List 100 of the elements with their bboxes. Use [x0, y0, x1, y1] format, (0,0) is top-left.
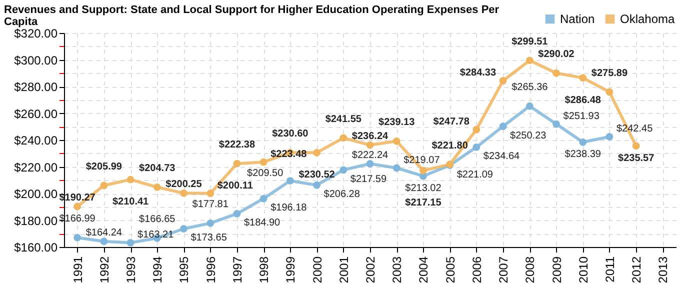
data-label: $205.99: [86, 161, 122, 172]
y-tick-label: $220.00: [14, 160, 58, 174]
legend-label: Oklahoma: [620, 12, 676, 26]
data-label: $223.48: [270, 149, 308, 160]
x-tick-label: 1998: [257, 256, 272, 284]
x-tick-label: 2000: [310, 256, 324, 284]
data-label: $217.59: [350, 174, 387, 185]
data-label: $173.65: [190, 232, 228, 244]
point: [100, 182, 108, 190]
data-label: $284.33: [460, 68, 496, 79]
point: [74, 234, 82, 242]
data-label: $200.25: [166, 179, 202, 190]
x-tick-label: 2007: [496, 256, 511, 284]
point: [472, 126, 480, 134]
x-tick-label: 1992: [97, 256, 112, 284]
point: [74, 202, 82, 210]
point: [392, 164, 400, 172]
data-label: $234.64: [483, 151, 520, 162]
x-tick-label: 2005: [443, 256, 458, 284]
x-tick-label: 1994: [150, 256, 165, 284]
point: [313, 181, 320, 189]
data-label: $251.93: [563, 111, 600, 122]
data-label: $241.55: [325, 114, 362, 125]
data-label: $235.57: [618, 152, 655, 164]
point: [153, 183, 161, 191]
point: [606, 133, 614, 140]
point: [366, 141, 374, 149]
point: [340, 134, 348, 142]
x-tick-label: 2009: [550, 256, 564, 284]
point: [499, 122, 507, 130]
point: [579, 74, 587, 82]
data-label: $177.81: [192, 199, 229, 210]
data-label: $163.21: [138, 230, 174, 241]
x-tick-label: 2002: [364, 256, 378, 284]
x-tick-label: 2008: [523, 256, 538, 284]
point: [126, 176, 134, 184]
x-tick-label: 1993: [124, 256, 138, 284]
point: [632, 142, 640, 150]
y-tick-label: $320.00: [14, 26, 58, 40]
data-label: $239.13: [378, 117, 416, 128]
x-tick-label: 2001: [336, 256, 351, 284]
y-tick-label: $280.00: [14, 80, 58, 94]
point: [340, 166, 348, 174]
x-tick-label: 1991: [70, 256, 85, 284]
data-label: $247.78: [433, 116, 470, 128]
x-tick-label: 2004: [416, 256, 431, 284]
data-label: $290.02: [538, 49, 575, 60]
data-label: $196.18: [270, 202, 308, 214]
point: [286, 177, 294, 184]
x-tick-label: 2012: [630, 256, 644, 284]
x-tick-label: 2011: [602, 256, 617, 282]
x-tick-label: 1997: [230, 256, 244, 284]
point: [526, 102, 534, 110]
data-label: $221.09: [456, 169, 494, 180]
y-tick-label: $300.00: [14, 53, 58, 68]
point: [100, 238, 108, 246]
data-label: $204.73: [139, 163, 176, 174]
y-tick-label: $240.00: [14, 134, 58, 148]
point: [180, 189, 188, 197]
data-label: $206.28: [324, 189, 360, 200]
data-label: $213.02: [405, 183, 442, 194]
data-label: $166.65: [139, 214, 176, 226]
point: [366, 160, 374, 168]
data-label: $250.23: [510, 130, 547, 142]
x-tick-label: 2006: [470, 256, 484, 284]
point: [472, 143, 480, 151]
point: [233, 210, 241, 218]
y-tick-label: $200.00: [14, 187, 58, 201]
point: [606, 88, 614, 96]
data-label: $230.52: [298, 170, 336, 181]
data-label: $275.89: [591, 68, 628, 79]
legend-label: Nation: [560, 12, 595, 26]
data-label: $184.90: [244, 218, 281, 229]
y-tick-label: $180.00: [14, 214, 58, 228]
point: [126, 239, 134, 246]
x-tick-label: 1996: [204, 256, 218, 284]
point: [420, 166, 427, 174]
data-label: $200.11: [217, 180, 254, 192]
point: [552, 69, 560, 77]
y-tick-label: $260.00: [14, 106, 58, 121]
point: [233, 160, 241, 168]
x-tick-label: 1999: [284, 256, 298, 284]
point: [206, 190, 214, 198]
data-label: $265.36: [512, 82, 548, 94]
data-label: $238.39: [564, 149, 602, 160]
data-label: $217.15: [405, 198, 442, 209]
point: [313, 148, 320, 156]
chart-title: Revenues and Support: State and Local Support for Higher Education Operating Expenses Per Capita: [4, 4, 500, 28]
data-label: $236.24: [352, 131, 389, 142]
data-label: $230.60: [272, 128, 309, 140]
point: [552, 120, 560, 128]
point: [579, 138, 587, 146]
data-label: $209.50: [247, 168, 284, 179]
x-tick-label: 1995: [177, 256, 192, 284]
x-tick-label: 2013: [656, 256, 670, 284]
data-label: $222.38: [218, 140, 256, 151]
data-label: $210.41: [112, 196, 150, 208]
point: [260, 158, 268, 166]
point: [260, 194, 268, 202]
data-label: $164.24: [86, 227, 122, 238]
